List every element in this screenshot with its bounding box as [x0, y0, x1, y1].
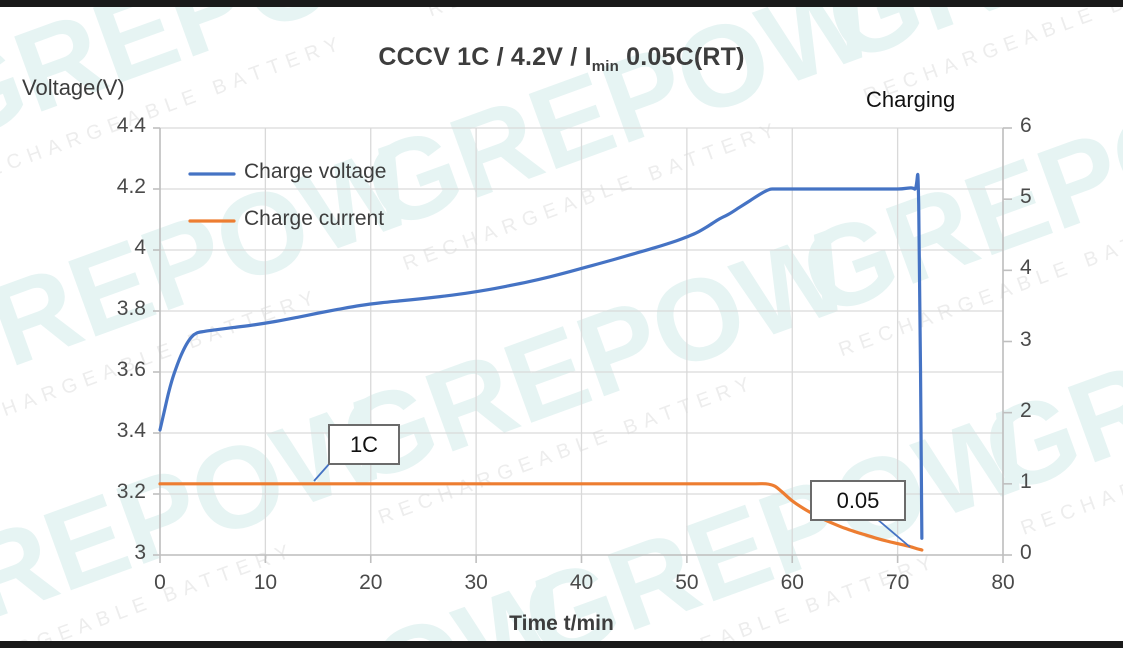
y-axis-right-tick-label: 3 — [1020, 327, 1032, 351]
y-axis-left-tick-label: 3.6 — [116, 358, 146, 381]
y-axis-right-tick-label: 5 — [1020, 185, 1032, 209]
x-axis-tick-label: 30 — [464, 571, 488, 594]
x-axis-title: Time t/min — [509, 612, 614, 635]
y-axis-right-tick-label: 0 — [1020, 541, 1032, 564]
x-axis-tick-label: 80 — [991, 571, 1015, 594]
y-axis-right-tick-label: 1 — [1020, 469, 1032, 493]
chart-title: CCCV 1C / 4.2V / Imin 0.05C(RT) — [0, 43, 1123, 75]
charging-label: Charging — [866, 87, 956, 112]
x-axis-tick-label: 10 — [253, 571, 278, 594]
x-axis-tick-label: 60 — [780, 571, 804, 594]
y-axis-right-tick-label: 6 — [1020, 114, 1032, 137]
current-rate-callout: 1C — [328, 424, 400, 465]
legend-swatches — [188, 172, 236, 223]
legend-item-charge-voltage: Charge voltage — [244, 160, 387, 183]
y-axis-left-tick-label: 4.4 — [116, 114, 146, 137]
y-axis-left-tick-label: 4 — [134, 236, 146, 259]
legend-item-charge-current: Charge current — [244, 207, 385, 230]
y-axis-left-tick-label: 3.4 — [116, 419, 146, 442]
x-axis-tick-label: 0 — [154, 571, 166, 594]
y-axis-right-tick-label: 2 — [1020, 398, 1032, 422]
chart-title-main: CCCV 1C / 4.2V / I — [378, 43, 592, 71]
y-axis-left-tick-label: 4.2 — [116, 175, 146, 198]
y-axis-title: Voltage(V) — [22, 75, 125, 100]
chart-title-tail: 0.05C(RT) — [619, 43, 745, 71]
x-axis-tick-label: 50 — [675, 571, 699, 594]
y-axis-left-tick-label: 3.2 — [116, 480, 146, 503]
x-axis-tick-label: 70 — [885, 571, 910, 594]
y-axis-right-tick-label: 4 — [1020, 256, 1032, 280]
y-axis-left-tick-label: 3 — [134, 541, 146, 564]
x-axis-tick-label: 40 — [569, 571, 594, 594]
y-axis-left-tick-label: 3.8 — [116, 297, 146, 320]
chart-title-subscript: min — [591, 58, 620, 75]
cutoff-current-callout: 0.05 — [810, 480, 906, 521]
x-axis-tick-label: 20 — [359, 571, 383, 594]
